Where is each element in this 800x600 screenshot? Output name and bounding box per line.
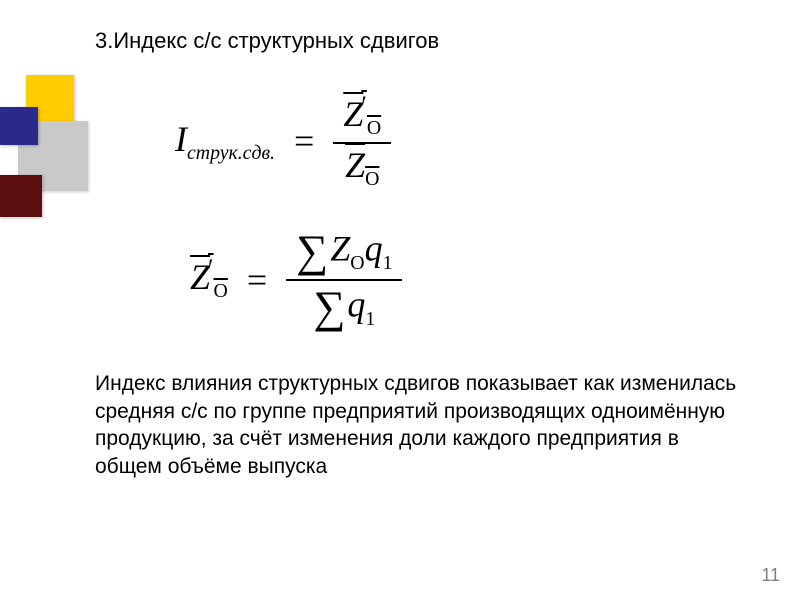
formula1-den-Z: Z [345,145,365,185]
body-paragraph: Индекс влияния структурных сдвигов показ… [95,370,740,481]
formula1-fraction: Z′O ZO [333,90,391,193]
formula2-num: ∑ZOq1 [286,225,402,281]
deco-square-red [0,175,42,217]
slide-title: 3.Индекс с/с структурных сдвигов [95,28,439,54]
formula1-num: Z′O [343,94,381,134]
formula2-lhs-prime: ′ [208,255,214,282]
formula1-eq: = [284,120,324,162]
formula2-den-sigma: ∑ [313,283,345,333]
deco-square-blue [0,107,38,145]
formula1-den-sub: O [365,168,379,190]
formula2-lhs: Z′O [190,257,228,297]
slide: 3.Индекс с/с структурных сдвигов Iструк.… [0,0,800,600]
formula2-num-Z: Z [330,229,350,269]
page-number: 11 [761,565,780,586]
formula1-sub: струк.сдв. [187,142,275,164]
formula-index-struct-shift: Iструк.сдв. = Z′O ZO [175,90,391,193]
formula2-fraction: ∑ZOq1 ∑q1 [286,225,402,334]
formula2-eq: = [237,259,277,301]
formula2-num-qsub: 1 [383,252,393,274]
formula-z-prime-mean: Z′O = ∑ZOq1 ∑q1 [190,225,402,334]
formula2-lhs-sub: O [214,281,228,303]
formula2-num-q: q [365,229,383,269]
formula2-den-q: q [347,284,365,324]
decorative-shapes [0,75,100,255]
formula1-I: I [175,119,187,159]
formula1-num-prime: ′ [361,92,367,119]
formula1-den: ZO [345,145,379,185]
formula2-den-qsub: 1 [365,307,375,329]
formula2-num-Zsub: O [350,252,364,274]
formula2-num-sigma: ∑ [296,227,328,277]
formula1-num-sub: O [367,117,381,139]
formula2-den: ∑q1 [286,281,402,335]
